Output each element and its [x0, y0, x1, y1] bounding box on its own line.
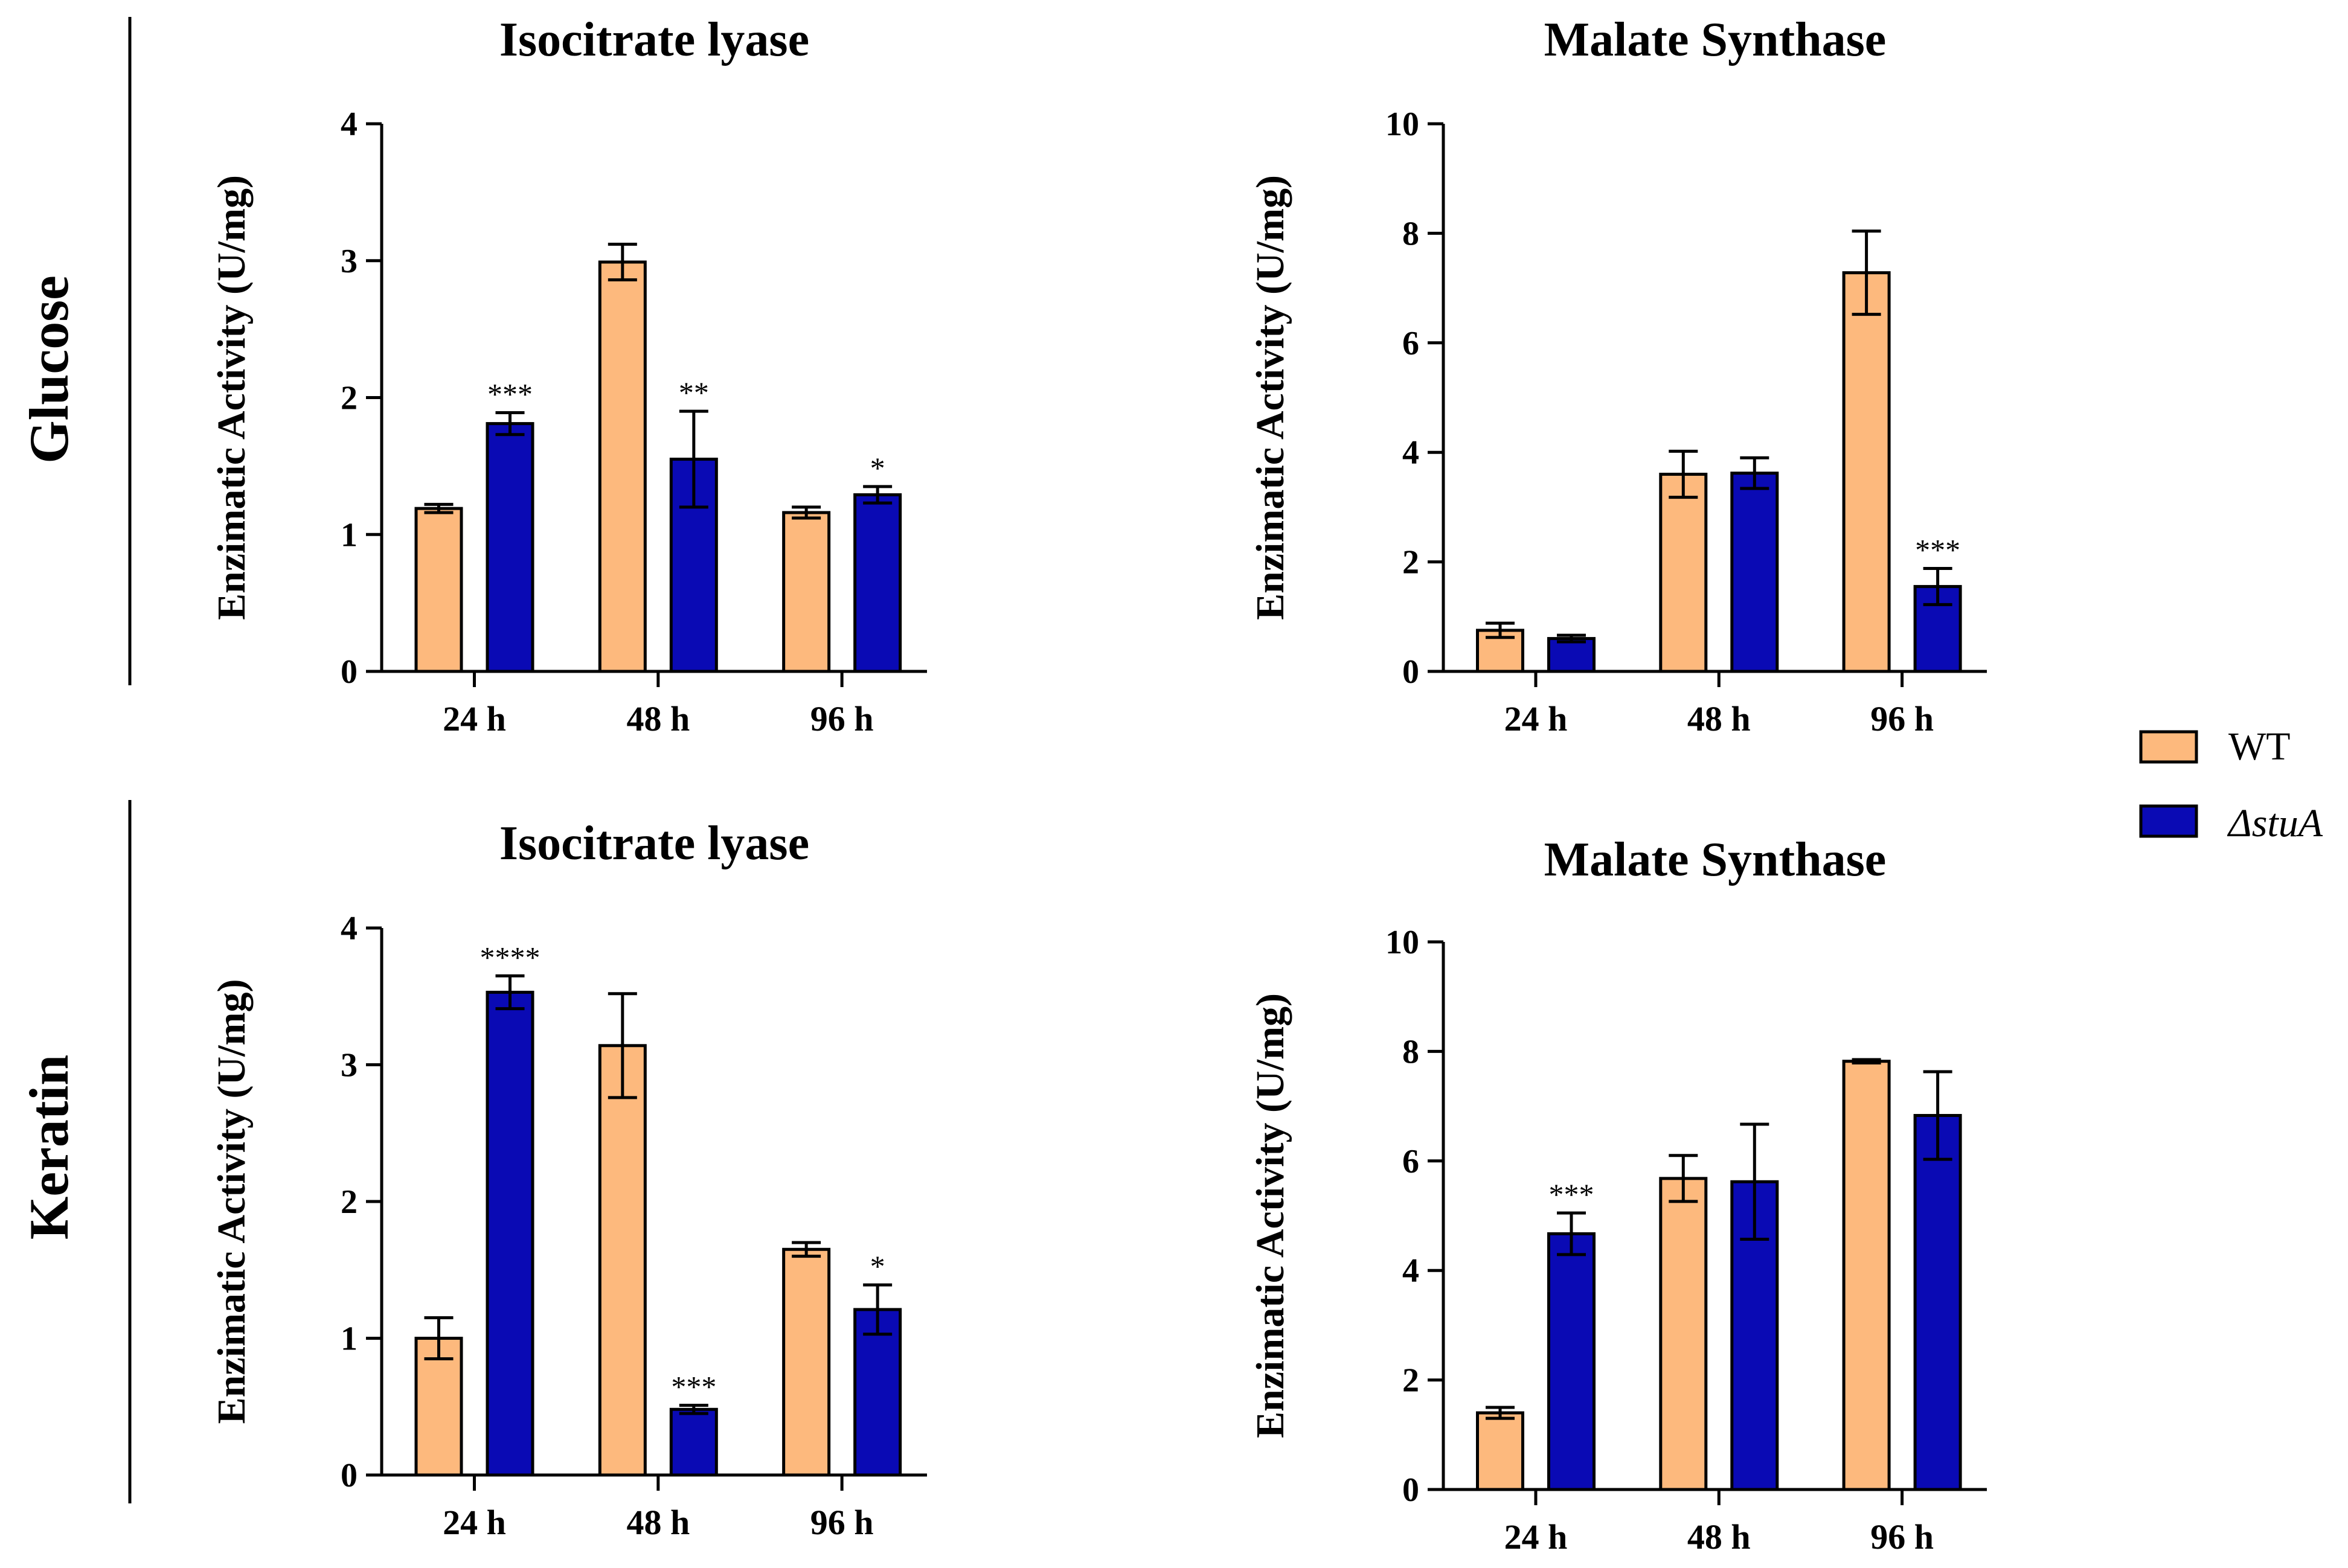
significance-label: *** [1549, 1177, 1594, 1211]
bar-wt-48-h [598, 1044, 647, 1477]
bar-wt-96-h [1842, 271, 1891, 673]
bar-wt-48-h [1659, 1177, 1708, 1491]
significance-label: ** [679, 376, 709, 409]
x-tick-label: 48 h [1687, 1517, 1751, 1557]
bar-stua-24-h [486, 422, 534, 673]
x-tick-label: 24 h [1504, 699, 1568, 738]
x-tick-label: 96 h [810, 1503, 874, 1542]
y-tick-label: 4 [341, 910, 358, 947]
y-tick-label: 0 [1402, 1471, 1419, 1509]
chart-panel-keratin-isocitrate-lyase: Isocitrate lyase Enzimatic Activity (U/mg… [210, 817, 927, 1542]
bar-wt-96-h [782, 511, 831, 673]
legend: WT ΔstuA [2139, 725, 2323, 845]
bar-wt-24-h [1476, 1411, 1524, 1491]
x-tick-label: 48 h [1687, 699, 1751, 738]
significance-label: *** [671, 1369, 716, 1403]
significance-label: *** [487, 377, 533, 411]
bar-stua-24-h [1547, 1232, 1596, 1491]
bar-stua-24-h [1547, 637, 1596, 673]
y-tick-label: 1 [341, 1320, 358, 1358]
legend-label-stua: ΔstuA [2227, 801, 2323, 845]
significance-label: **** [480, 940, 540, 974]
bar-stua-96-h [853, 1308, 902, 1477]
y-axis-label: Enzimatic Activity (U/mg) [210, 175, 254, 620]
bar-wt-96-h [782, 1247, 831, 1477]
x-tick-label: 48 h [626, 699, 690, 738]
y-axis-label: Enzimatic Activity (U/mg) [210, 979, 254, 1424]
y-tick-label: 0 [341, 1457, 358, 1494]
x-tick-label: 96 h [1870, 699, 1934, 738]
x-tick-label: 96 h [1870, 1517, 1934, 1557]
y-tick-label: 8 [1402, 1033, 1419, 1070]
chart-panel-glucose-isocitrate-lyase: Isocitrate lyase Enzimatic Activity (U/mg… [210, 13, 927, 738]
bar-stua-96-h [853, 493, 902, 673]
bar-wt-24-h [414, 507, 463, 673]
bar-stua-96-h [1913, 584, 1962, 673]
x-tick-label: 24 h [443, 1503, 506, 1542]
x-tick-label: 24 h [443, 699, 506, 738]
y-tick-label: 2 [341, 1183, 358, 1221]
chart-panel-keratin-malate-synthase: Malate Synthase Enzimatic Activity (U/mg)… [1248, 833, 1987, 1557]
chart-title: Isocitrate lyase [499, 817, 809, 870]
chart-title: Malate Synthase [1544, 13, 1887, 66]
legend-swatch-wt [2139, 730, 2198, 764]
y-tick-label: 6 [1402, 1143, 1419, 1180]
bar-wt-96-h [1842, 1060, 1891, 1491]
legend-label-wt: WT [2228, 725, 2291, 769]
y-tick-label: 10 [1385, 106, 1419, 143]
bar-stua-48-h [669, 1407, 718, 1477]
y-tick-label: 6 [1402, 325, 1419, 362]
bar-stua-96-h [1913, 1114, 1962, 1491]
y-tick-label: 2 [1402, 1362, 1419, 1400]
y-tick-label: 1 [341, 516, 358, 554]
y-axis-label: Enzimatic Activity (U/mg) [1248, 175, 1292, 620]
y-tick-label: 8 [1402, 215, 1419, 252]
chart-title: Malate Synthase [1544, 833, 1887, 886]
y-tick-label: 2 [1402, 544, 1419, 581]
legend-swatch-stua [2139, 804, 2198, 838]
bar-wt-48-h [598, 260, 647, 673]
chart-panel-glucose-malate-synthase: Malate Synthase Enzimatic Activity (U/mg)… [1248, 13, 1987, 738]
y-tick-label: 0 [1402, 653, 1419, 691]
y-tick-label: 4 [1402, 1252, 1419, 1290]
row-label-glucose: Glucose [18, 275, 80, 464]
y-tick-label: 3 [341, 243, 358, 280]
significance-label: *** [1915, 533, 1960, 566]
y-tick-label: 10 [1385, 924, 1419, 961]
y-tick-label: 4 [341, 106, 358, 143]
y-tick-label: 4 [1402, 434, 1419, 472]
y-axis-label: Enzimatic Activity (U/mg) [1248, 993, 1292, 1438]
bar-stua-48-h [1730, 472, 1779, 673]
y-tick-label: 3 [341, 1047, 358, 1084]
row-label-keratin: Keratin [18, 1055, 80, 1240]
bar-stua-24-h [486, 990, 534, 1477]
x-tick-label: 48 h [626, 1503, 690, 1542]
bar-wt-48-h [1659, 472, 1708, 673]
y-tick-label: 2 [341, 380, 358, 417]
significance-label: * [870, 451, 885, 485]
bar-wt-24-h [414, 1337, 463, 1477]
x-tick-label: 96 h [810, 699, 874, 738]
x-tick-label: 24 h [1504, 1517, 1568, 1557]
y-tick-label: 0 [341, 653, 358, 691]
chart-title: Isocitrate lyase [499, 13, 809, 66]
significance-label: * [870, 1249, 885, 1283]
